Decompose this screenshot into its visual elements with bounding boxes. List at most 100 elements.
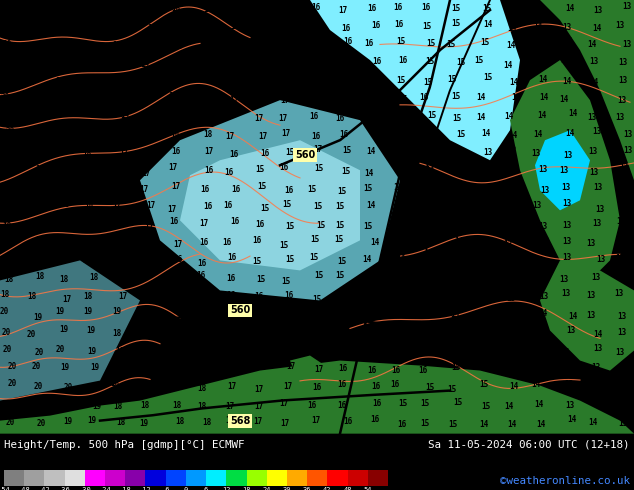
Text: 18: 18: [3, 222, 12, 231]
Text: 13: 13: [566, 326, 575, 335]
Text: 13: 13: [453, 219, 462, 228]
Text: 15: 15: [510, 312, 519, 321]
Text: 13: 13: [586, 291, 595, 300]
Text: 14: 14: [504, 112, 514, 122]
Text: ©weatheronline.co.uk: ©weatheronline.co.uk: [500, 476, 630, 486]
Text: 15: 15: [427, 39, 436, 49]
Text: 15: 15: [477, 309, 487, 318]
Text: 18: 18: [204, 130, 212, 139]
Text: 13: 13: [447, 294, 456, 303]
Text: 17: 17: [167, 293, 176, 301]
Text: -12: -12: [139, 487, 152, 490]
Text: 16: 16: [394, 3, 403, 12]
Text: 14: 14: [590, 398, 599, 407]
Text: 14: 14: [447, 258, 456, 268]
Text: 16: 16: [397, 420, 406, 429]
Text: 18: 18: [35, 165, 44, 174]
Text: 16: 16: [284, 186, 293, 195]
Polygon shape: [535, 130, 590, 210]
Text: 13: 13: [503, 220, 513, 229]
Text: 15: 15: [451, 363, 461, 372]
Bar: [105, 470, 126, 486]
Text: 17: 17: [280, 3, 288, 12]
Text: 19: 19: [34, 313, 43, 322]
Text: 15: 15: [450, 310, 460, 319]
Text: 14: 14: [503, 61, 512, 70]
Text: 18: 18: [84, 222, 94, 232]
Text: 14: 14: [396, 199, 405, 208]
Text: 18: 18: [167, 57, 176, 66]
Text: 16: 16: [398, 56, 408, 65]
Text: 13: 13: [508, 272, 517, 282]
Text: 17: 17: [173, 240, 183, 249]
Text: 20: 20: [5, 418, 15, 427]
Text: 36: 36: [303, 487, 311, 490]
Text: 16: 16: [338, 55, 347, 64]
Text: 14: 14: [562, 77, 571, 86]
Text: 17: 17: [82, 256, 92, 265]
Text: 15: 15: [285, 255, 295, 264]
Text: 15: 15: [341, 294, 351, 303]
Text: 16: 16: [372, 347, 381, 356]
Text: 18: 18: [30, 256, 40, 265]
Text: 17: 17: [169, 163, 178, 172]
Text: 14: 14: [509, 78, 519, 87]
Polygon shape: [510, 60, 620, 280]
Text: 14: 14: [479, 420, 488, 429]
Text: 18: 18: [56, 241, 65, 250]
Polygon shape: [0, 260, 140, 401]
Text: 16: 16: [173, 255, 182, 264]
Text: 16: 16: [335, 114, 344, 122]
Text: 15: 15: [335, 235, 344, 244]
Text: 16: 16: [427, 312, 436, 320]
Text: 14: 14: [535, 343, 544, 352]
Text: 15: 15: [279, 241, 288, 250]
Text: 14: 14: [560, 56, 570, 65]
Text: 13: 13: [561, 183, 570, 192]
Text: 16: 16: [344, 95, 353, 103]
Text: 16: 16: [256, 220, 265, 229]
Text: 18: 18: [89, 272, 98, 282]
Text: 19: 19: [29, 403, 38, 412]
Text: 14: 14: [477, 113, 486, 122]
Text: 18: 18: [61, 165, 70, 174]
Text: 19: 19: [120, 362, 129, 370]
Text: 54: 54: [363, 487, 372, 490]
Text: 14: 14: [540, 93, 549, 101]
Text: 18: 18: [175, 366, 184, 375]
Text: 16: 16: [364, 39, 373, 48]
Text: 16: 16: [398, 349, 407, 358]
Text: 16: 16: [252, 236, 261, 245]
Text: 16: 16: [204, 202, 212, 211]
Text: 19: 19: [56, 77, 65, 86]
Text: 17: 17: [230, 2, 239, 11]
Text: 13: 13: [427, 293, 437, 302]
Text: 14: 14: [587, 41, 597, 49]
Text: 17: 17: [62, 294, 72, 304]
Text: 13: 13: [592, 219, 601, 228]
Text: 16: 16: [337, 75, 347, 84]
Text: 19: 19: [120, 132, 129, 141]
Text: 13: 13: [622, 40, 631, 49]
Text: 19: 19: [56, 307, 65, 317]
Text: 20: 20: [34, 58, 44, 67]
Text: 16: 16: [369, 92, 378, 101]
Text: 18: 18: [0, 290, 9, 299]
Text: 18: 18: [176, 417, 185, 426]
Text: 20: 20: [5, 2, 15, 11]
Text: 18: 18: [168, 78, 177, 87]
Text: 14: 14: [565, 4, 574, 13]
Text: 15: 15: [481, 401, 491, 411]
Text: 15: 15: [455, 330, 464, 339]
Text: 15: 15: [313, 202, 323, 211]
Text: 6: 6: [204, 487, 208, 490]
Text: 18: 18: [173, 42, 182, 51]
Text: -42: -42: [38, 487, 51, 490]
Text: 19: 19: [84, 384, 93, 392]
Text: Height/Temp. 500 hPa [gdmp][°C] ECMWF: Height/Temp. 500 hPa [gdmp][°C] ECMWF: [4, 440, 245, 450]
Text: 17: 17: [281, 129, 290, 138]
Text: 14: 14: [564, 364, 574, 373]
Text: 18: 18: [169, 92, 178, 101]
Text: 13: 13: [589, 169, 598, 177]
Text: 20: 20: [36, 419, 46, 428]
